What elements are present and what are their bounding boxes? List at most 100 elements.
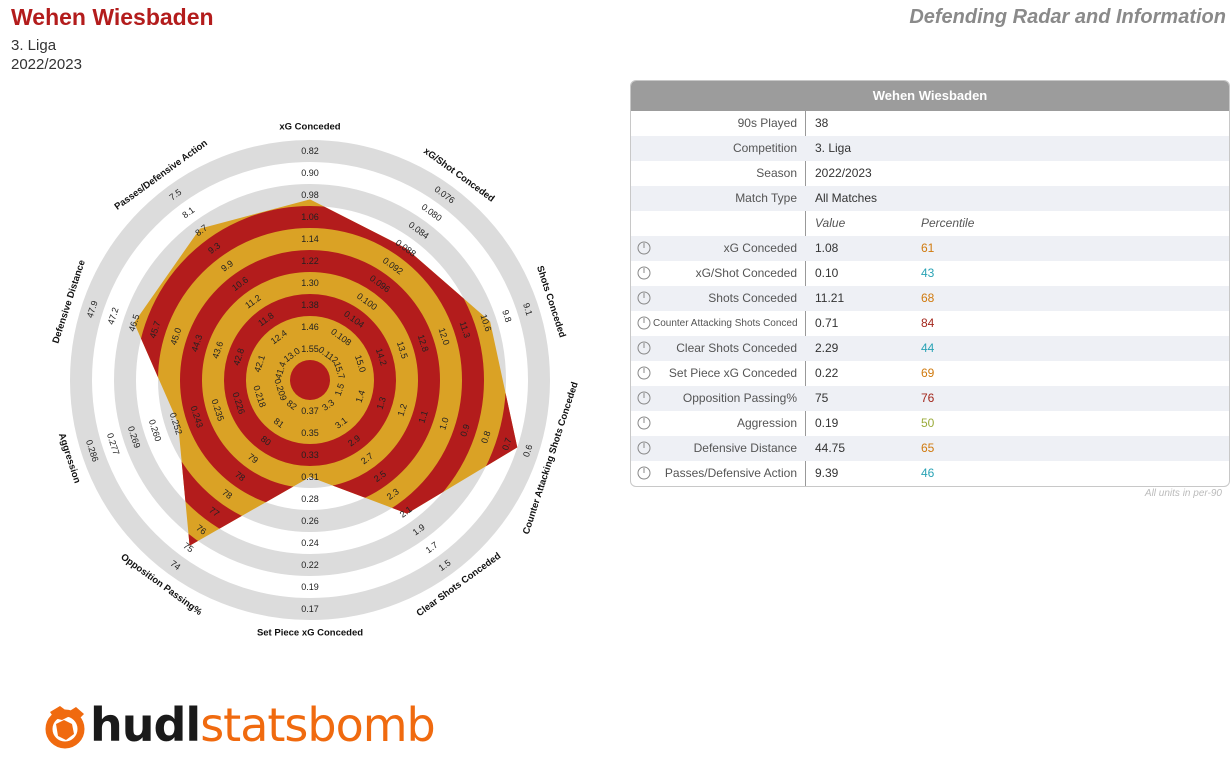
report-title: Defending Radar and Information bbox=[909, 6, 1226, 28]
radar-tick-label: 0.24 bbox=[301, 538, 319, 548]
meta-label: Competition bbox=[732, 141, 797, 155]
metric-label: Counter Attacking Shots Conceded bbox=[653, 318, 797, 329]
radar-tick-label: 0.33 bbox=[301, 450, 319, 460]
units-note: All units in per-90 bbox=[1144, 488, 1222, 499]
metric-label: Set Piece xG Conceded bbox=[668, 366, 797, 380]
radar-tick-label: 0.277 bbox=[105, 432, 121, 457]
meta-value: 38 bbox=[815, 116, 829, 130]
radar-tick-label: 1.1 bbox=[416, 409, 429, 424]
radar-tick-label: 78 bbox=[220, 487, 234, 501]
radar-tick-label: 1.06 bbox=[301, 212, 319, 222]
meta-label: 90s Played bbox=[737, 116, 797, 130]
metric-row: Opposition Passing% 75 76 bbox=[631, 386, 1229, 411]
radar-tick-label: 1.3 bbox=[375, 396, 388, 411]
radar-tick-label: 0.26 bbox=[301, 516, 319, 526]
metric-percentile: 46 bbox=[921, 466, 935, 480]
metric-value: 0.10 bbox=[815, 266, 839, 280]
radar-tick-label: 9.8 bbox=[500, 308, 513, 323]
radar-tick-label: 76 bbox=[194, 523, 208, 537]
info-meta-row: Season 2022/2023 bbox=[631, 161, 1229, 186]
metric-row: Set Piece xG Conceded 0.22 69 bbox=[631, 361, 1229, 386]
metric-row: Shots Conceded 11.21 68 bbox=[631, 286, 1229, 311]
metric-percentile: 43 bbox=[921, 266, 935, 280]
metric-label: Defensive Distance bbox=[693, 441, 797, 455]
metric-label: Opposition Passing% bbox=[682, 391, 797, 405]
metric-percentile: 44 bbox=[921, 341, 935, 355]
radar-tick-label: 0.82 bbox=[301, 146, 319, 156]
radar-tick-label: 47.2 bbox=[106, 306, 121, 326]
info-meta-row: Competition 3. Liga bbox=[631, 136, 1229, 161]
radar-tick-label: 1.5 bbox=[333, 382, 346, 397]
brand-logo-text: hudlstatsbomb bbox=[90, 698, 436, 752]
radar-tick-label: 0.19 bbox=[301, 582, 319, 592]
dial-icon bbox=[637, 316, 651, 330]
metric-value: 1.08 bbox=[815, 241, 839, 255]
meta-label: Match Type bbox=[735, 191, 797, 205]
radar-tick-label: 11.3 bbox=[458, 320, 473, 339]
competition-label: 3. Liga bbox=[11, 37, 57, 54]
dial-icon bbox=[637, 291, 651, 305]
metric-row: Passes/Defensive Action 9.39 46 bbox=[631, 461, 1229, 486]
metric-row: Clear Shots Conceded 2.29 44 bbox=[631, 336, 1229, 361]
dial-icon bbox=[637, 341, 651, 355]
radar-tick-label: 0.35 bbox=[301, 428, 319, 438]
metric-percentile: 61 bbox=[921, 241, 935, 255]
col-value-header: Value bbox=[815, 216, 846, 230]
radar-tick-label: 81 bbox=[272, 416, 286, 430]
radar-tick-label: 1.14 bbox=[301, 234, 319, 244]
brand-word-hudl: hudl bbox=[90, 698, 201, 752]
brand-word-statsbomb: statsbomb bbox=[200, 698, 436, 752]
radar-tick-label: 1.55 bbox=[301, 344, 319, 354]
metric-value: 75 bbox=[815, 391, 829, 405]
col-percentile-header: Percentile bbox=[921, 216, 975, 230]
metric-label: Aggression bbox=[736, 416, 797, 430]
radar-tick-label: 1.22 bbox=[301, 256, 319, 266]
radar-tick-label: 78 bbox=[233, 469, 247, 483]
team-title: Wehen Wiesbaden bbox=[11, 4, 214, 30]
radar-tick-label: 75 bbox=[181, 541, 195, 555]
dial-icon bbox=[637, 266, 651, 280]
metric-label: Passes/Defensive Action bbox=[664, 466, 797, 480]
radar-tick-label: 82 bbox=[285, 398, 299, 412]
radar-tick-label: 0.90 bbox=[301, 168, 319, 178]
radar-tick-label: 1.30 bbox=[301, 278, 319, 288]
meta-value: 2022/2023 bbox=[815, 166, 872, 180]
radar-tick-label: 80 bbox=[259, 434, 273, 448]
radar-tick-label: 1.0 bbox=[437, 416, 450, 431]
metric-percentile: 65 bbox=[921, 441, 935, 455]
radar-tick-label: 1.4 bbox=[354, 389, 367, 404]
metric-row: Defensive Distance 44.75 65 bbox=[631, 436, 1229, 461]
metric-value: 2.29 bbox=[815, 341, 839, 355]
radar-tick-label: 0.260 bbox=[147, 418, 163, 443]
metric-row: xG Conceded 1.08 61 bbox=[631, 236, 1229, 261]
radar-tick-label: 1.2 bbox=[396, 403, 409, 418]
radar-tick-label: 0.17 bbox=[301, 604, 319, 614]
radar-red-band bbox=[224, 294, 396, 466]
meta-value: 3. Liga bbox=[815, 141, 852, 155]
dial-icon bbox=[637, 241, 651, 255]
metric-value: 0.71 bbox=[815, 316, 839, 330]
dial-icon bbox=[637, 391, 651, 405]
metric-value: 0.19 bbox=[815, 416, 839, 430]
radar-tick-label: 1.7 bbox=[424, 540, 440, 555]
dial-icon bbox=[637, 416, 651, 430]
radar-tick-label: 0.7 bbox=[500, 437, 513, 452]
metric-value: 11.21 bbox=[815, 291, 845, 305]
season-label: 2022/2023 bbox=[11, 56, 82, 73]
radar-tick-label: 77 bbox=[207, 505, 221, 519]
radar-tick-label: 1.46 bbox=[301, 322, 319, 332]
radar-chart: 0.82 0.90 0.98 1.06 1.14 1.22 1.30 1.38 1.46 1.55… bbox=[50, 121, 580, 639]
metric-row: Counter Attacking Shots Conceded 0.71 84 bbox=[631, 311, 1229, 336]
metric-percentile: 69 bbox=[921, 366, 935, 380]
radar-tick-label: 0.31 bbox=[301, 472, 319, 482]
radar-axis-name: Set Piece xG Conceded bbox=[257, 628, 363, 639]
info-meta-row: Match Type All Matches bbox=[631, 186, 1229, 211]
meta-value: All Matches bbox=[815, 191, 878, 205]
metric-percentile: 68 bbox=[921, 291, 935, 305]
info-card: Wehen Wiesbaden 90s Played 38 Competition 3… bbox=[630, 80, 1230, 487]
dial-icon bbox=[637, 441, 651, 455]
metric-percentile: 50 bbox=[921, 416, 935, 430]
metric-row: Aggression 0.19 50 bbox=[631, 411, 1229, 436]
info-meta-row: 90s Played 38 bbox=[631, 111, 1229, 136]
radar-tick-label: 0.98 bbox=[301, 190, 319, 200]
